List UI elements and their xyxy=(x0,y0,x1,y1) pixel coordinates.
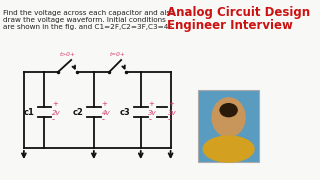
Text: -: - xyxy=(52,116,55,125)
Text: -: - xyxy=(168,116,171,125)
Text: c1: c1 xyxy=(23,107,34,116)
FancyBboxPatch shape xyxy=(198,90,259,162)
Text: t=0+: t=0+ xyxy=(110,52,125,57)
Text: 3v: 3v xyxy=(148,110,157,116)
Text: +: + xyxy=(52,101,58,107)
Text: t>0+: t>0+ xyxy=(60,52,75,57)
Text: +: + xyxy=(148,101,154,107)
Ellipse shape xyxy=(220,103,238,117)
Text: 4v: 4v xyxy=(101,110,110,116)
Text: +: + xyxy=(101,101,108,107)
Text: 2v: 2v xyxy=(52,110,61,116)
Text: 3v: 3v xyxy=(168,110,177,116)
Text: -: - xyxy=(101,116,105,125)
Text: -: - xyxy=(148,116,151,125)
Text: +: + xyxy=(168,101,174,107)
Text: Find the voltage across each capacitor and also
draw the voltage waveform. Initi: Find the voltage across each capacitor a… xyxy=(3,10,174,30)
Text: c2: c2 xyxy=(73,107,84,116)
Text: Engineer Interview: Engineer Interview xyxy=(167,19,293,32)
Ellipse shape xyxy=(203,135,255,163)
Circle shape xyxy=(212,97,246,138)
Text: Analog Circuit Design: Analog Circuit Design xyxy=(167,6,310,19)
Text: c3: c3 xyxy=(120,107,131,116)
